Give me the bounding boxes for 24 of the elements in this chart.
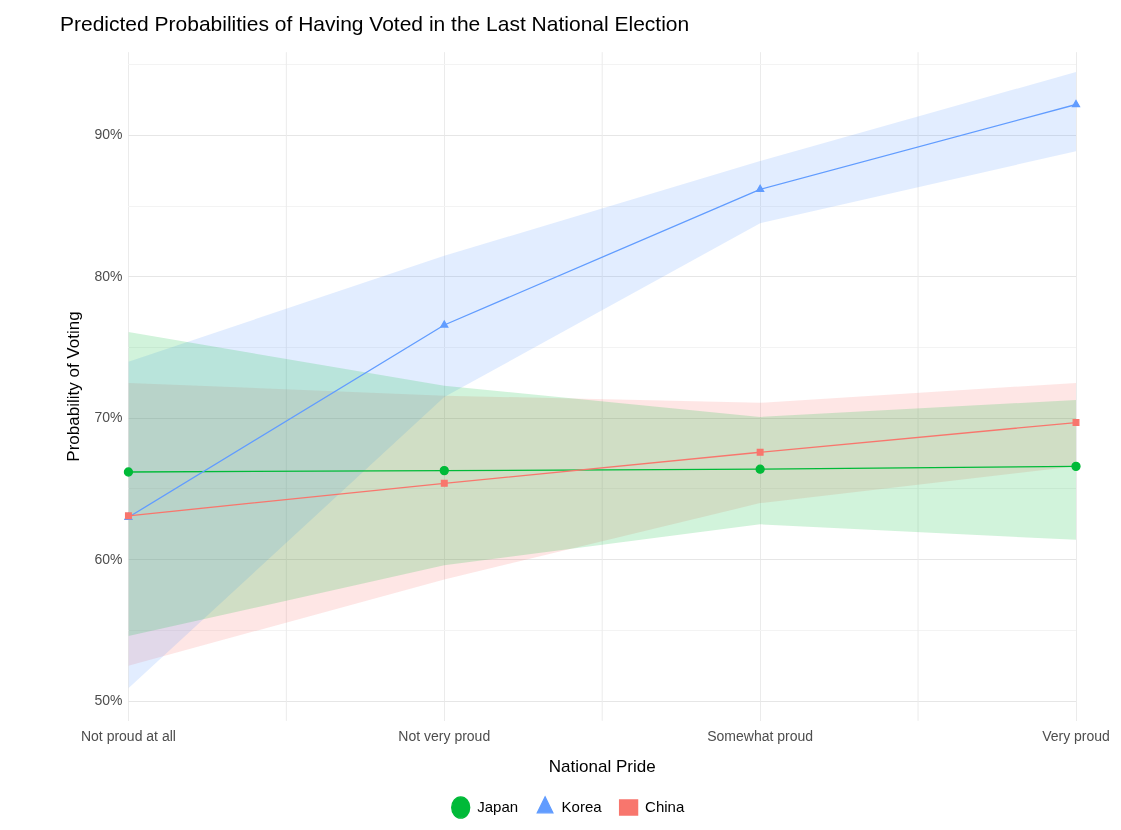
legend-label: China — [645, 797, 685, 815]
x-tick-label: Somewhat proud — [707, 728, 814, 745]
x-tick-label: Not proud at all — [80, 728, 176, 745]
point — [1071, 461, 1081, 472]
point — [1071, 99, 1081, 108]
point — [440, 320, 449, 328]
point — [123, 467, 134, 477]
point — [755, 464, 765, 474]
x-tick-label: Not very proud — [398, 728, 491, 745]
point — [439, 465, 449, 476]
y-tick-label: 50% — [94, 691, 123, 708]
y-tick-label: 80% — [94, 267, 123, 284]
x-axis-title: National Pride — [548, 757, 656, 777]
point — [440, 479, 448, 487]
y-tick-label: 70% — [94, 409, 123, 426]
y-axis-title: Probability of Voting — [63, 311, 83, 462]
y-tick-label: 90% — [94, 126, 123, 143]
y-tick-label: 60% — [94, 550, 123, 567]
legend-label: Korea — [561, 797, 603, 815]
x-tick-label: Very proud — [1042, 728, 1110, 745]
point — [756, 184, 765, 192]
point — [756, 448, 764, 456]
chart-title: Predicted Probabilities of Having Voted in the Last National Election — [60, 12, 690, 36]
legend-label: Japan — [477, 797, 519, 815]
